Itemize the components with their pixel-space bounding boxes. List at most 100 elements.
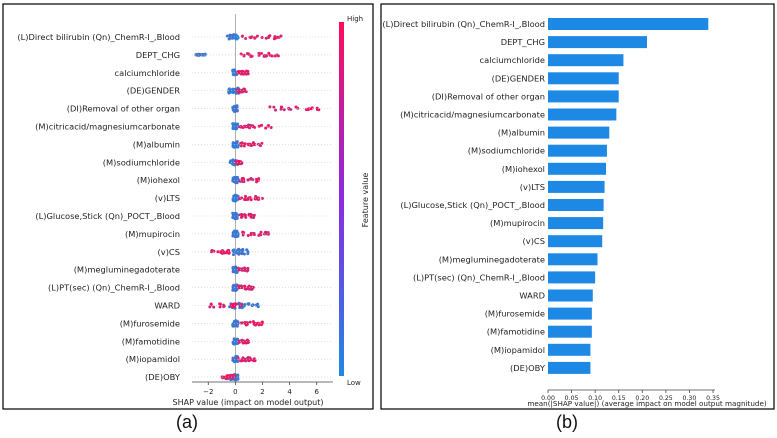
feature-label: (L)PT(sec) (Qn)_ChemR-I_,Blood bbox=[48, 283, 180, 293]
x-tick-label: 0.05 bbox=[565, 395, 579, 402]
x-tick-label: 0.20 bbox=[635, 395, 649, 402]
bar bbox=[548, 325, 592, 338]
x-tick-label: 6 bbox=[314, 388, 319, 396]
shap-point bbox=[249, 233, 253, 237]
shap-point bbox=[236, 88, 240, 92]
shap-point bbox=[255, 303, 259, 307]
shap-point bbox=[248, 286, 252, 290]
shap-point bbox=[273, 54, 277, 58]
bar-category-label: (v)CS bbox=[523, 236, 545, 246]
shap-point bbox=[235, 249, 239, 253]
shap-point bbox=[232, 319, 236, 323]
shap-point bbox=[212, 305, 216, 309]
bar bbox=[548, 307, 592, 320]
shap-point bbox=[235, 141, 239, 145]
shap-point bbox=[232, 337, 236, 341]
shap-point bbox=[231, 70, 235, 74]
bar-series bbox=[548, 18, 709, 374]
bar bbox=[548, 343, 591, 356]
shap-point bbox=[247, 52, 251, 56]
bar bbox=[548, 108, 617, 121]
feature-label: (M)iopamidol bbox=[126, 354, 180, 364]
shap-point bbox=[247, 302, 251, 306]
caption-a: (a) bbox=[176, 412, 198, 432]
x-tick-label: 0.30 bbox=[683, 395, 697, 402]
bar bbox=[548, 72, 619, 85]
shap-point bbox=[259, 230, 263, 234]
shap-point bbox=[251, 285, 255, 289]
shap-point bbox=[260, 141, 264, 145]
x-tick-label: 0.00 bbox=[541, 395, 555, 402]
shap-point bbox=[238, 125, 242, 129]
shap-point bbox=[218, 305, 222, 309]
bar-category-label: (M)megluminegadoterate bbox=[439, 254, 545, 264]
shap-point bbox=[227, 91, 231, 95]
shap-point bbox=[232, 198, 236, 202]
feature-label: (M)mupirocin bbox=[125, 229, 180, 239]
shap-point bbox=[251, 124, 255, 128]
shap-point bbox=[236, 71, 240, 75]
shap-point bbox=[233, 193, 237, 197]
shap-point bbox=[243, 284, 247, 288]
x-tick-label: 0 bbox=[233, 388, 237, 396]
shap-point bbox=[239, 144, 243, 148]
feature-label: (M)citricacid/magnesiumcarbonate bbox=[35, 122, 180, 132]
shap-point bbox=[254, 194, 258, 198]
shap-point bbox=[257, 53, 261, 57]
bar-category-label: DEPT_CHG bbox=[501, 37, 545, 47]
shap-point bbox=[244, 37, 248, 41]
bar-category-label: (M)citricacid/magnesiumcarbonate bbox=[400, 110, 545, 120]
shap-point bbox=[239, 284, 243, 288]
shap-point bbox=[232, 266, 236, 270]
feature-label: (M)famotidine bbox=[122, 336, 180, 346]
shap-point bbox=[221, 376, 225, 380]
shap-point bbox=[197, 53, 201, 57]
shap-point bbox=[254, 323, 258, 327]
shap-point bbox=[248, 320, 252, 324]
shap-point bbox=[227, 248, 231, 252]
shap-point bbox=[231, 249, 235, 253]
shap-point bbox=[231, 89, 235, 93]
shap-point bbox=[247, 124, 251, 128]
shap-point bbox=[235, 376, 239, 380]
shap-point bbox=[249, 144, 253, 148]
feature-label: (M)megluminegadoterate bbox=[74, 265, 180, 275]
colorbar-low-label: Low bbox=[347, 379, 361, 387]
shap-point bbox=[235, 145, 239, 149]
feature-label: (DI)Removal of other organ bbox=[67, 104, 180, 114]
shap-point bbox=[249, 212, 253, 216]
shap-point bbox=[257, 124, 261, 128]
shap-point bbox=[234, 233, 238, 237]
shap-point bbox=[235, 123, 239, 127]
colorbar bbox=[339, 22, 344, 376]
shap-point bbox=[233, 360, 237, 364]
shap-point bbox=[240, 161, 244, 165]
shap-point bbox=[317, 108, 321, 112]
shap-point bbox=[244, 341, 248, 345]
shap-point bbox=[304, 108, 308, 112]
shap-point bbox=[248, 356, 252, 360]
bar-category-label: (L)Glucose,Stick (Qn)_POCT_,Blood bbox=[400, 200, 545, 210]
shap-point bbox=[235, 127, 239, 131]
x-tick-label: 0.35 bbox=[706, 395, 720, 402]
shap-point bbox=[208, 305, 212, 309]
x-tick-label: 0.10 bbox=[588, 395, 602, 402]
shap-point bbox=[241, 70, 245, 74]
feature-label: (L)Glucose,Stick (Qn)_POCT_,Blood bbox=[35, 211, 180, 221]
beeswarm-points bbox=[194, 33, 321, 382]
shap-point bbox=[239, 141, 243, 145]
shap-point bbox=[216, 250, 220, 254]
shap-point bbox=[264, 126, 268, 130]
bar-category-label: (M)mupirocin bbox=[490, 218, 545, 228]
shap-point bbox=[279, 107, 283, 111]
shap-point bbox=[231, 270, 235, 274]
bar-category-label: (L)PT(sec) (Qn)_ChemR-I_,Blood bbox=[413, 272, 545, 282]
shap-point bbox=[289, 107, 293, 111]
bar-category-label: (M)famotidine bbox=[487, 327, 545, 337]
feature-label: (DE)GENDER bbox=[127, 86, 181, 96]
shap-point bbox=[237, 159, 241, 163]
shap-point bbox=[240, 338, 244, 342]
caption-b: (b) bbox=[556, 412, 578, 432]
bar bbox=[548, 289, 593, 302]
shap-point bbox=[244, 287, 248, 291]
